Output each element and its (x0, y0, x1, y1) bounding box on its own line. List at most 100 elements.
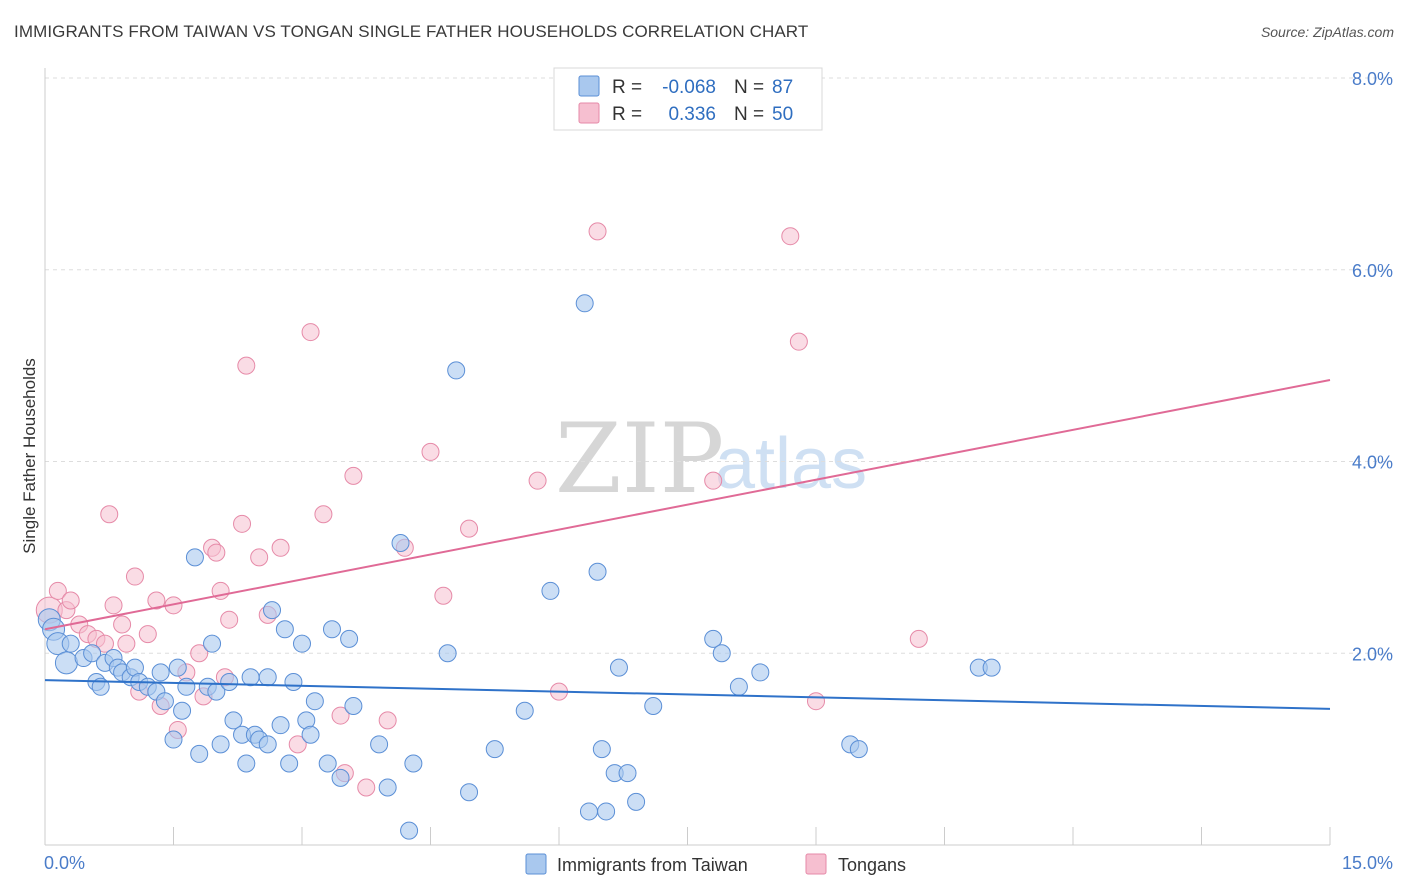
taiwan-point (370, 735, 389, 754)
y-tick-label: 6.0% (1352, 261, 1393, 281)
legend-swatch-taiwan (578, 75, 600, 97)
watermark-zip: ZIP (555, 403, 724, 515)
top-legend: R = -0.068 N = 87 R = 0.336 N = 50 (553, 67, 823, 131)
tongans-point (237, 356, 256, 375)
tongans-point (104, 596, 123, 615)
legend-n-value: 87 (772, 77, 793, 98)
tongans-point (421, 442, 440, 461)
taiwan-point (258, 735, 277, 754)
taiwan-point (627, 792, 646, 811)
taiwan-point (438, 644, 457, 663)
taiwan-point (447, 361, 466, 380)
taiwan-point (305, 692, 324, 711)
taiwan-point (237, 754, 256, 773)
taiwan-point (271, 716, 290, 735)
taiwan-point (592, 740, 611, 759)
tongans-point (588, 222, 607, 241)
legend-r-value: -0.068 (662, 77, 716, 98)
taiwan-point (729, 677, 748, 696)
tongans-point (434, 586, 453, 605)
tongans-point (233, 514, 252, 533)
taiwan-point (241, 668, 260, 687)
y-tick-label: 4.0% (1352, 453, 1393, 473)
trend-lines (44, 379, 1331, 710)
taiwan-point (541, 581, 560, 600)
y-tick-label: 8.0% (1352, 69, 1393, 89)
taiwan-point (712, 644, 731, 663)
taiwan-point (340, 629, 359, 648)
tongans-point (357, 778, 376, 797)
x-tick-label: 0.0% (44, 853, 85, 873)
taiwan-point (322, 620, 341, 639)
taiwan-point (190, 744, 209, 763)
taiwan-point (575, 294, 594, 313)
taiwan-point (597, 802, 616, 821)
taiwan-point (83, 644, 102, 663)
tongans-point (460, 519, 479, 538)
tongans-trend-line (44, 379, 1331, 631)
bottom-legend-label-taiwan: Immigrants from Taiwan (557, 855, 748, 875)
taiwan-point (164, 730, 183, 749)
tongans-point (288, 735, 307, 754)
taiwan-point (982, 658, 1001, 677)
legend-r-value: 0.336 (668, 104, 716, 125)
bottom-legend: Immigrants from Taiwan Tongans (525, 853, 906, 875)
taiwan-point (391, 533, 410, 552)
tongans-point (271, 538, 290, 557)
taiwan-point (588, 562, 607, 581)
tongans-point (95, 634, 114, 653)
tongans-point (807, 692, 825, 711)
chart-title: IMMIGRANTS FROM TAIWAN VS TONGAN SINGLE … (14, 22, 809, 41)
taiwan-point (61, 634, 80, 653)
tongans-point (138, 625, 157, 644)
taiwan-point (284, 673, 303, 692)
x-tick-label: 15.0% (1342, 853, 1393, 873)
tongans-point (61, 591, 80, 610)
tongans-point (301, 323, 320, 342)
axes: 2.0% 4.0% 6.0% 8.0% 0.0% 15.0% (44, 68, 1393, 873)
taiwan-point (258, 668, 277, 687)
y-tick-label: 2.0% (1352, 644, 1393, 664)
taiwan-point (460, 783, 479, 802)
tongans-point (528, 471, 547, 490)
legend-swatch-tongans (578, 102, 600, 124)
taiwan-trend-line (44, 679, 1331, 710)
taiwan-point (263, 601, 282, 620)
tongans-point (789, 332, 808, 351)
tongans-point (378, 711, 397, 730)
taiwan-point (168, 658, 187, 677)
taiwan-point (331, 768, 350, 787)
taiwan-point (751, 663, 770, 682)
taiwan-point (704, 629, 723, 648)
taiwan-point (849, 740, 868, 759)
taiwan-point (280, 754, 299, 773)
tongans-point (207, 543, 226, 562)
tongans-point (147, 591, 166, 610)
taiwan-point (203, 634, 222, 653)
legend-r-label: R = (612, 77, 642, 98)
tongans-point (781, 227, 800, 246)
taiwan-point (404, 754, 423, 773)
taiwan-point (378, 778, 397, 797)
legend-n-label: N = (734, 77, 764, 98)
taiwan-point (54, 651, 78, 675)
tongans-points (35, 222, 928, 797)
taiwan-point (177, 677, 196, 696)
tongans-point (331, 706, 350, 725)
taiwan-point (220, 673, 239, 692)
tongans-point (113, 615, 132, 634)
tongans-point (220, 610, 239, 629)
tongans-point (100, 505, 119, 524)
taiwan-point (344, 696, 363, 715)
taiwan-point (485, 740, 504, 759)
bottom-legend-swatch-taiwan (525, 853, 547, 875)
taiwan-point (155, 692, 174, 711)
taiwan-point (293, 634, 311, 653)
taiwan-point (185, 548, 204, 567)
tongans-point (190, 644, 209, 663)
watermark-atlas: atlas (715, 424, 867, 504)
tongans-point (909, 629, 928, 648)
taiwan-point (618, 764, 637, 783)
taiwan-point (609, 658, 628, 677)
